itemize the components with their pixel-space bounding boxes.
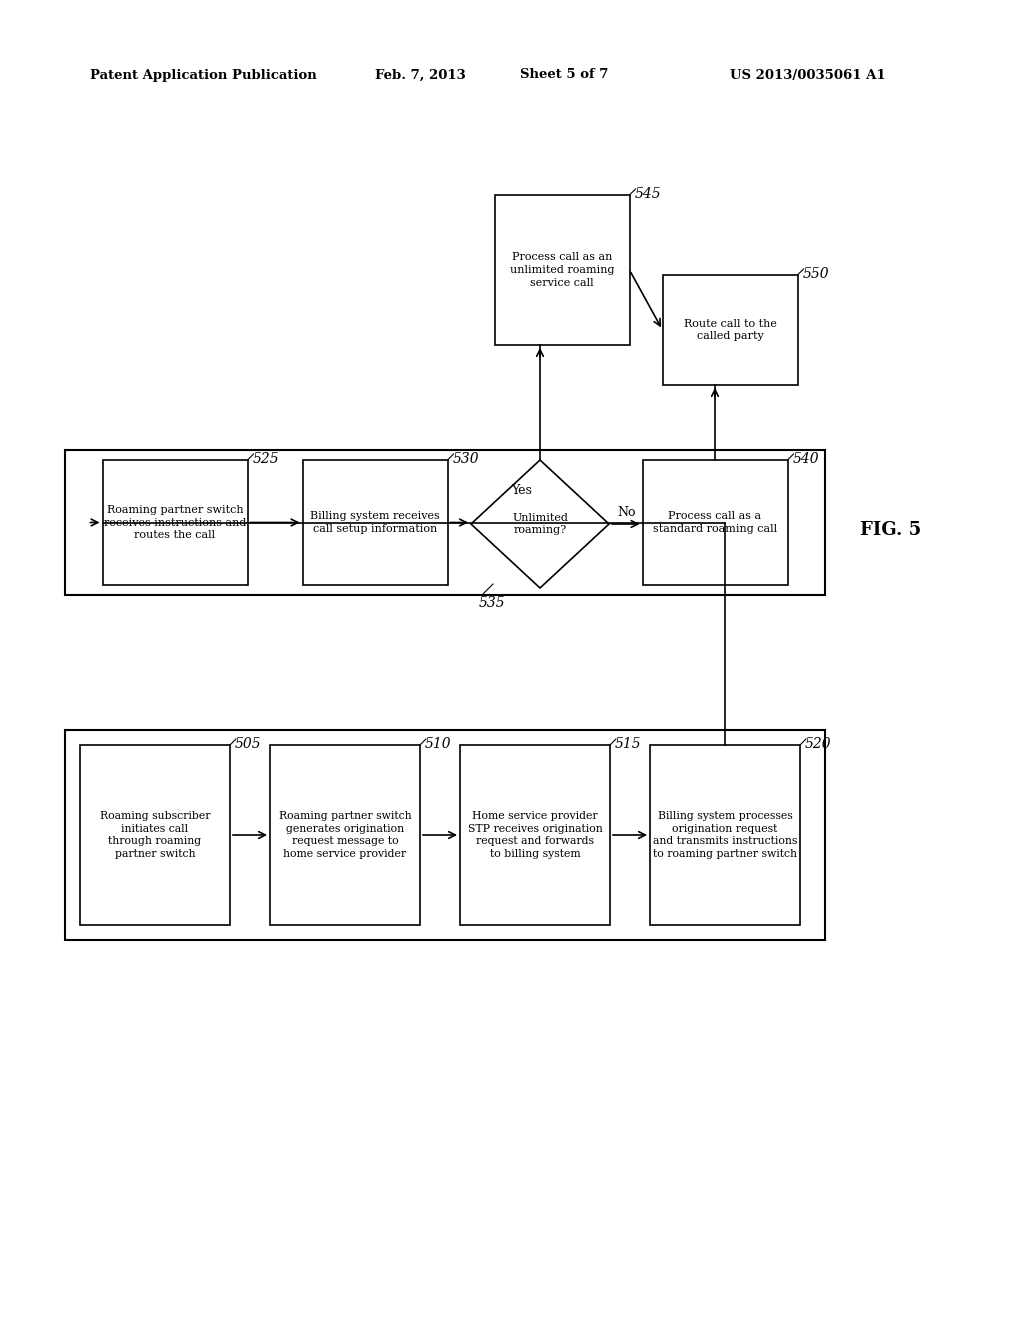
Text: 525: 525 <box>253 451 280 466</box>
Text: 505: 505 <box>234 737 261 751</box>
Text: Roaming partner switch
generates origination
request message to
home service pro: Roaming partner switch generates origina… <box>279 810 412 859</box>
Text: 520: 520 <box>805 737 831 751</box>
Bar <box>65 730 825 940</box>
Text: Billing system receives
call setup information: Billing system receives call setup infor… <box>310 511 440 533</box>
Text: 550: 550 <box>803 267 829 281</box>
Text: Process call as a
standard roaming call: Process call as a standard roaming call <box>653 511 777 533</box>
Text: 510: 510 <box>425 737 452 751</box>
Bar <box>102 459 248 585</box>
Text: 545: 545 <box>635 187 662 201</box>
Text: Roaming subscriber
initiates call
through roaming
partner switch: Roaming subscriber initiates call throug… <box>99 810 210 859</box>
Text: US 2013/0035061 A1: US 2013/0035061 A1 <box>730 69 886 82</box>
Bar <box>663 275 798 385</box>
Text: 535: 535 <box>479 597 506 610</box>
Text: Yes: Yes <box>511 483 532 496</box>
Text: 530: 530 <box>453 451 479 466</box>
Text: FIG. 5: FIG. 5 <box>860 521 922 539</box>
Bar <box>302 459 447 585</box>
Bar <box>650 744 800 925</box>
Text: Feb. 7, 2013: Feb. 7, 2013 <box>375 69 466 82</box>
Bar <box>270 744 420 925</box>
Bar <box>65 450 825 595</box>
Bar <box>80 744 230 925</box>
Bar <box>642 459 787 585</box>
Text: Patent Application Publication: Patent Application Publication <box>90 69 316 82</box>
Bar <box>495 195 630 345</box>
Polygon shape <box>471 459 609 587</box>
Text: Unlimited
roaming?: Unlimited roaming? <box>512 512 568 536</box>
Text: No: No <box>617 506 636 519</box>
Text: Process call as an
unlimited roaming
service call: Process call as an unlimited roaming ser… <box>510 252 614 288</box>
Text: Home service provider
STP receives origination
request and forwards
to billing s: Home service provider STP receives origi… <box>468 810 602 859</box>
Text: Billing system processes
origination request
and transmits instructions
to roami: Billing system processes origination req… <box>653 810 798 859</box>
Text: Route call to the
called party: Route call to the called party <box>684 318 776 342</box>
Text: 515: 515 <box>615 737 642 751</box>
Text: Roaming partner switch
receives instructions and
routes the call: Roaming partner switch receives instruct… <box>103 504 246 540</box>
Text: 540: 540 <box>793 451 819 466</box>
Text: Sheet 5 of 7: Sheet 5 of 7 <box>520 69 608 82</box>
Bar <box>460 744 610 925</box>
